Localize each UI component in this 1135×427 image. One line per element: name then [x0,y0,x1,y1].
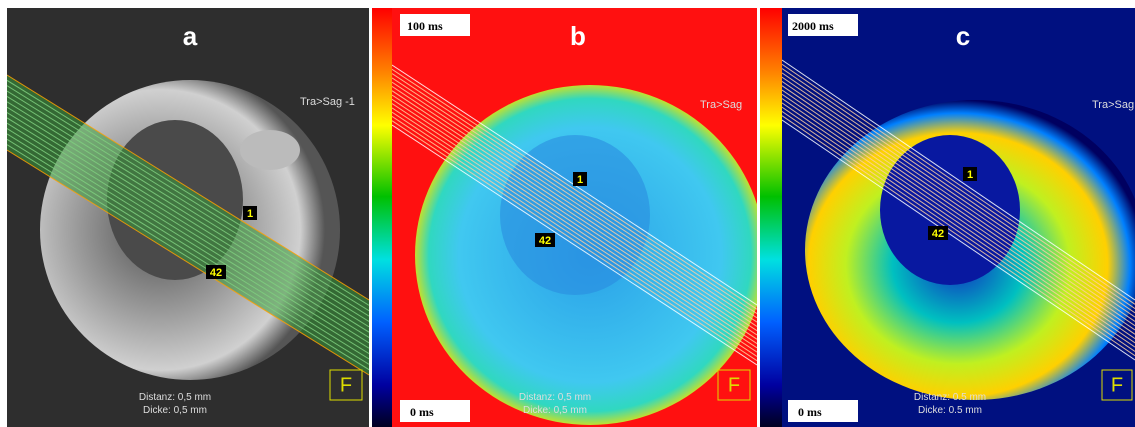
sequence-label: Tra>Sag [1092,99,1134,111]
panel-label: b [570,21,586,51]
thickness: Dicke: 0.5 mm [918,405,982,416]
logo: F [728,374,740,396]
colorbar [372,8,392,427]
panel-label: a [183,21,198,51]
sequence-label: Tra>Sag [700,99,742,111]
tissue [240,130,300,170]
panel-c [782,8,1135,427]
distance: Distanz: 0,5 mm [519,392,591,403]
distance: Distanz: 0.5 mm [914,392,986,403]
colorbar [760,8,782,427]
distance: Distanz: 0,5 mm [139,392,211,403]
logo: F [340,374,352,396]
marker: 1 [247,208,253,220]
marker: 42 [932,228,944,240]
thickness: Dicke: 0,5 mm [143,405,207,416]
scale-min: 0 ms [410,405,434,419]
panel-a [7,8,369,427]
scale-max: 100 ms [407,19,443,33]
scale-max: 2000 ms [792,19,834,33]
figure: a Tra>Sag -1 1 42 Distanz: 0,5 mm Dicke:… [0,0,1135,427]
marker: 1 [577,174,583,186]
marker: 42 [210,267,222,279]
marker: 42 [539,235,551,247]
marker: 1 [967,169,973,181]
scale-min: 0 ms [798,405,822,419]
panel-b [392,8,765,427]
panel-label: c [956,21,970,51]
logo: F [1111,374,1123,396]
thickness: Dicke: 0,5 mm [523,405,587,416]
sequence-label: Tra>Sag -1 [300,96,355,108]
